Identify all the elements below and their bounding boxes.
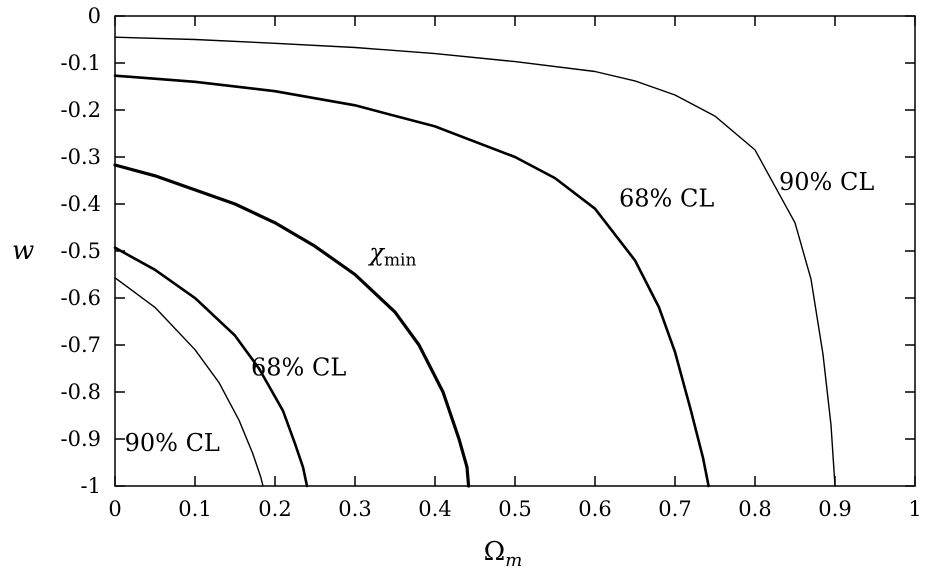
x-tick-label: 0.2 — [258, 497, 291, 521]
y-tick-label: -0.8 — [61, 380, 102, 404]
y-axis-title: w — [12, 236, 34, 266]
y-tick-label: -0.9 — [61, 427, 102, 451]
contour-line-2 — [113, 74, 710, 488]
x-tick-label: 0.8 — [738, 497, 771, 521]
annotation-text: 68% CL — [619, 184, 714, 212]
y-tick-label: -0.5 — [61, 239, 102, 263]
x-axis-title: Ωm — [484, 537, 523, 571]
contour-line-4 — [113, 246, 309, 488]
annotation-layer: 90% CL 68% CL χmin 68% CL 90% CL — [125, 168, 875, 457]
y-tick-label: -0.4 — [61, 192, 102, 216]
y-tick-label: 0 — [88, 4, 101, 28]
annotation-label: 68% CL — [251, 354, 346, 382]
contour-line-1 — [114, 36, 836, 487]
tick-label-layer: 0 0.1 0.2 0.3 0.4 0.5 0.6 0.7 0.8 0.9 1 0 -0.1 -0.2 -0… — [61, 4, 922, 521]
annotation-text: 68% CL — [251, 354, 346, 382]
y-tick-label: -0.3 — [61, 145, 102, 169]
x-tick-label: 0.7 — [658, 497, 691, 521]
x-tick-label: 0 — [108, 497, 121, 521]
y-tick-label: -0.7 — [61, 333, 102, 357]
x-axis-title-subscript: m — [505, 550, 522, 571]
contour-line-5 — [114, 277, 264, 487]
x-tick-label: 1 — [908, 497, 921, 521]
x-tick-label: 0.1 — [178, 497, 211, 521]
x-tick-label: 0.6 — [578, 497, 611, 521]
annotation-label: 90% CL — [125, 429, 220, 457]
x-tick-label: 0.5 — [498, 497, 531, 521]
x-axis-title-main: Ω — [484, 537, 506, 567]
annotation-text: 90% CL — [125, 429, 220, 457]
curve-layer — [113, 36, 836, 488]
y-tick-label: -1 — [81, 474, 101, 498]
x-tick-label: 0.4 — [418, 497, 451, 521]
y-tick-label: -0.1 — [61, 51, 102, 75]
tick-layer — [114, 15, 916, 487]
x-tick-label: 0.3 — [338, 497, 371, 521]
x-tick-label: 0.9 — [818, 497, 851, 521]
contour-line-3 — [113, 163, 471, 488]
y-tick-label: -0.2 — [61, 98, 102, 122]
annotation-label: χmin — [367, 238, 416, 270]
y-tick-label: -0.6 — [61, 286, 102, 310]
annotation-label: 68% CL — [619, 184, 714, 212]
annotation-subscript: min — [384, 250, 417, 270]
annotation-text: χ — [367, 238, 385, 266]
annotation-label: 90% CL — [779, 168, 874, 196]
annotation-text: 90% CL — [779, 168, 874, 196]
